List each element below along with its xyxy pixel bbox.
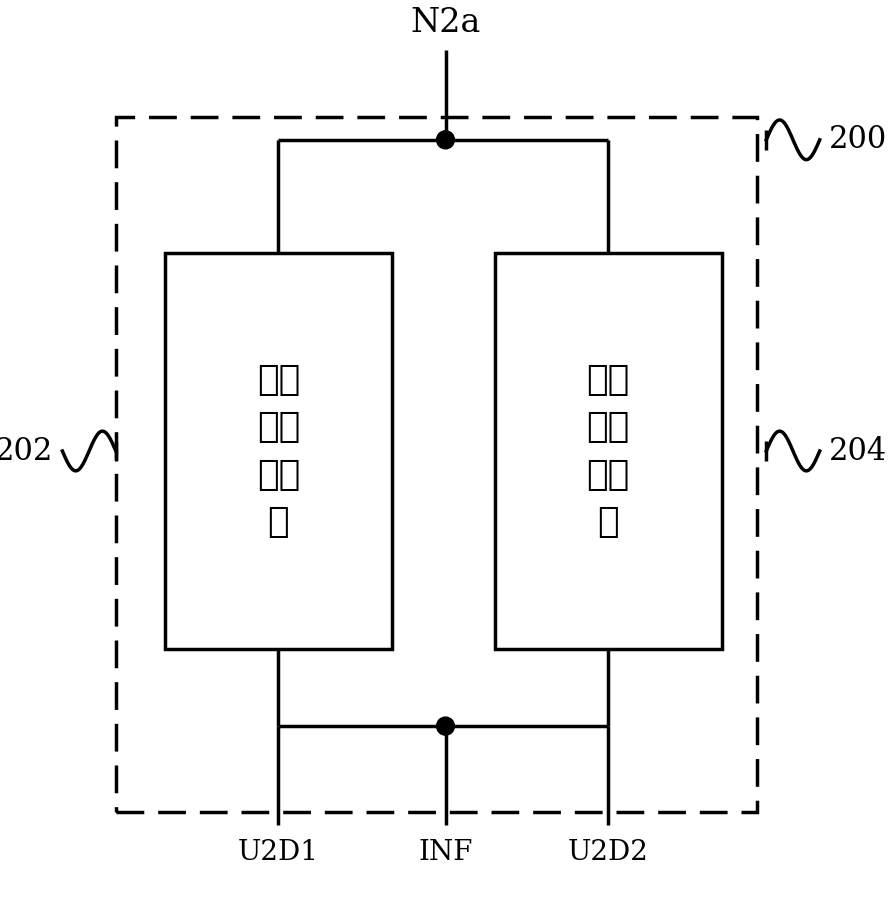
Text: 第二
上拉
子单
元: 第二 上拉 子单 元 xyxy=(586,363,630,539)
Bar xyxy=(495,253,722,649)
Text: 202: 202 xyxy=(0,436,53,466)
Text: 200: 200 xyxy=(829,124,887,155)
Text: N2a: N2a xyxy=(411,7,480,39)
Circle shape xyxy=(437,131,454,149)
Text: INF: INF xyxy=(418,839,473,866)
Bar xyxy=(116,117,757,812)
Text: U2D2: U2D2 xyxy=(568,839,649,866)
Circle shape xyxy=(437,717,454,735)
Bar xyxy=(165,253,392,649)
Text: U2D1: U2D1 xyxy=(238,839,319,866)
Text: 204: 204 xyxy=(829,436,887,466)
Text: 第一
上拉
子单
元: 第一 上拉 子单 元 xyxy=(257,363,300,539)
